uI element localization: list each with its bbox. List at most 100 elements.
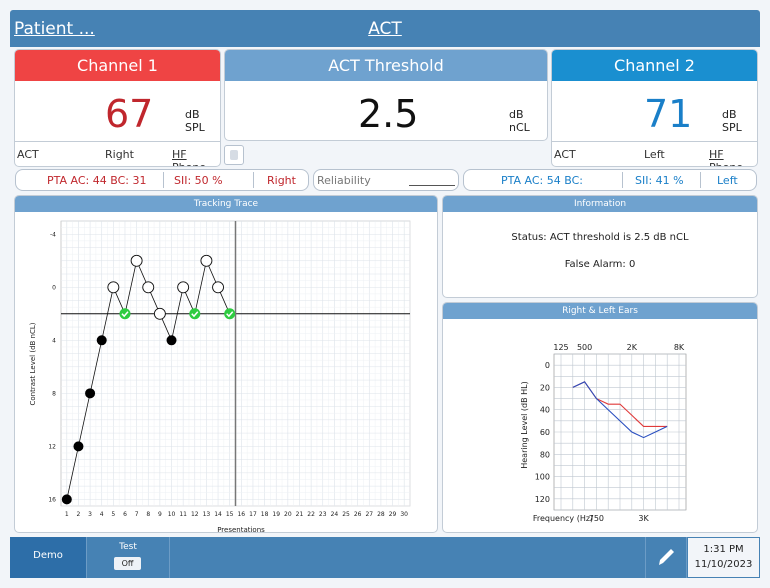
- trace-point-reversal: [189, 308, 201, 320]
- audiogram-y-label: Hearing Level (dB HL): [520, 381, 529, 469]
- response-button[interactable]: [224, 145, 244, 165]
- test-label: Test: [119, 542, 137, 552]
- y-tick-label: 8: [52, 390, 56, 397]
- x-tick-label: 9: [158, 511, 162, 518]
- channel2-unit: dB SPL: [722, 108, 742, 134]
- x-axis-label: Presentations: [217, 526, 265, 532]
- threshold-panel: ACT Threshold 2.5 dB nCL: [224, 49, 548, 141]
- x-tick-label: 30: [400, 511, 408, 518]
- ear-right: Right: [267, 174, 296, 187]
- information-panel: Information Status: ACT threshold is 2.5…: [442, 195, 758, 298]
- audiogram-x-tick-bottom: 750: [589, 514, 604, 523]
- tracking-title: Tracking Trace: [15, 196, 437, 212]
- x-tick-label: 28: [377, 511, 385, 518]
- x-tick-label: 12: [191, 511, 199, 518]
- trace-point-heard: [96, 335, 107, 346]
- x-tick-label: 25: [342, 511, 350, 518]
- channel2-level[interactable]: 71: [644, 92, 693, 136]
- x-tick-label: 20: [284, 511, 292, 518]
- reliability-field[interactable]: Reliability: [313, 169, 459, 191]
- x-tick-label: 4: [100, 511, 104, 518]
- y-tick-label: 4: [52, 337, 56, 344]
- status-pill-left: PTA AC: 54 BC: SII: 41 % Left: [463, 169, 757, 191]
- x-tick-label: 3: [88, 511, 92, 518]
- channel1-panel: Channel 1 67 dB SPL ACT Right HF Phone: [14, 49, 221, 167]
- trace-point-not-heard: [212, 281, 225, 294]
- x-tick-label: 6: [123, 511, 127, 518]
- audiogram-y-tick: 0: [545, 361, 550, 370]
- channel2-panel: Channel 2 71 dB SPL ACT Left HF Phone: [551, 49, 758, 167]
- audiogram-title: Right & Left Ears: [443, 303, 757, 319]
- sii-left: SII: 41 %: [635, 174, 684, 187]
- information-false-alarm: False Alarm: 0: [564, 259, 636, 270]
- x-tick-label: 23: [319, 511, 327, 518]
- channel2-transducer[interactable]: HF Phone: [709, 148, 743, 166]
- channel1-ear[interactable]: Right: [105, 148, 134, 161]
- clock-date: 11/10/2023: [694, 559, 753, 570]
- threshold-unit: dB nCL: [509, 108, 530, 134]
- channel1-mode[interactable]: ACT: [17, 148, 39, 161]
- x-tick-label: 22: [307, 511, 315, 518]
- audiogram-y-tick: 80: [540, 450, 550, 459]
- channel1-transducer[interactable]: HF Phone: [172, 148, 206, 166]
- trace-point-not-heard: [177, 281, 190, 294]
- y-tick-label: 12: [48, 443, 56, 450]
- channel2-mode[interactable]: ACT: [554, 148, 576, 161]
- audiogram-panel: Right & Left Ears 125 500 2K 8K 750 3K 0 20 40 60…: [442, 302, 758, 533]
- information-title: Information: [443, 196, 757, 212]
- audiogram-x-tick-bottom: 3K: [638, 514, 649, 523]
- audiogram-y-tick: 40: [540, 406, 550, 415]
- trace-point-not-heard: [142, 281, 155, 294]
- bottom-bar: Demo Test Off 1:31 PM 11/10/2023: [10, 537, 760, 578]
- audiogram-x-label: Frequency (Hz): [533, 514, 593, 523]
- x-tick-label: 19: [272, 511, 280, 518]
- x-tick-label: 14: [214, 511, 222, 518]
- trace-point-heard: [166, 335, 177, 346]
- demo-button[interactable]: Demo: [10, 537, 86, 578]
- trace-point-heard: [73, 441, 84, 452]
- edit-button[interactable]: [646, 537, 686, 578]
- clock-time: 1:31 PM: [703, 544, 744, 555]
- audiogram-x-tick-top: 125: [553, 343, 568, 352]
- x-tick-label: 26: [354, 511, 362, 518]
- x-tick-label: 7: [135, 511, 139, 518]
- audiogram-chart: 125 500 2K 8K 750 3K 0 20 40 60 80 100 120 Frequency…: [520, 343, 687, 523]
- pta-right: PTA AC: 44 BC: 31: [47, 174, 147, 187]
- sii-right: SII: 50 %: [174, 174, 223, 187]
- tracking-chart: 1 2 3 4 5 6 7 8 9 10 11 12 13 14 15 16 17 18 19 20 21 22 23 24 2…: [29, 220, 411, 532]
- x-tick-label: 5: [111, 511, 115, 518]
- channel1-header: Channel 1: [15, 50, 220, 81]
- channel2-ear[interactable]: Left: [644, 148, 665, 161]
- trace-point-not-heard: [200, 254, 213, 267]
- test-toggle[interactable]: Off: [114, 557, 141, 570]
- x-tick-label: 18: [261, 511, 269, 518]
- tracking-panel: Tracking Trace 1 2 3 4 5 6 7 8 9 10 11 12 13 14 15 16 17…: [14, 195, 438, 533]
- x-tick-label: 21: [296, 511, 304, 518]
- patient-link[interactable]: Patient ...: [14, 19, 95, 39]
- reliability-placeholder: Reliability: [317, 174, 371, 187]
- x-tick-label: 15: [226, 511, 234, 518]
- information-status: Status: ACT threshold is 2.5 dB nCL: [511, 232, 689, 243]
- x-tick-label: 29: [389, 511, 397, 518]
- audiogram-x-tick-top: 500: [577, 343, 592, 352]
- y-tick-label: -4: [50, 231, 56, 238]
- x-tick-label: 27: [365, 511, 373, 518]
- audiogram-y-tick: 20: [540, 383, 550, 392]
- channel1-level[interactable]: 67: [105, 92, 154, 136]
- audiogram-y-tick: 120: [535, 495, 550, 504]
- trace-point-not-heard: [107, 281, 120, 294]
- clock: 1:31 PM 11/10/2023: [687, 537, 760, 578]
- threshold-header: ACT Threshold: [225, 50, 547, 81]
- app-title[interactable]: ACT: [368, 19, 402, 39]
- audiogram-y-tick: 100: [535, 473, 550, 482]
- status-pill-right: PTA AC: 44 BC: 31 SII: 50 % Right: [15, 169, 309, 191]
- x-tick-label: 2: [77, 511, 81, 518]
- y-tick-label: 0: [52, 284, 56, 291]
- x-tick-label: 17: [249, 511, 257, 518]
- audiogram-x-tick-top: 8K: [674, 343, 685, 352]
- ear-left: Left: [717, 174, 738, 187]
- trace-point-heard: [85, 388, 96, 399]
- threshold-value: 2.5: [358, 92, 419, 136]
- trace-point-reversal: [224, 308, 236, 320]
- audiogram-series-left: [572, 381, 668, 439]
